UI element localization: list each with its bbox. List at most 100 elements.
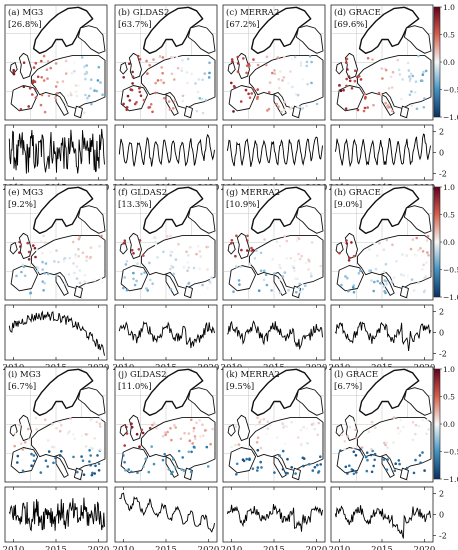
station-dot (297, 237, 301, 240)
station-dot (279, 278, 282, 281)
colorbar-tick-label: −0.5 (443, 86, 458, 95)
land-outline (183, 105, 193, 119)
land-outline (403, 205, 432, 234)
timeseries-frame (114, 486, 218, 543)
station-dot (376, 254, 379, 257)
land-outline (183, 285, 193, 299)
timeseries-frame (4, 304, 108, 361)
station-dot (310, 60, 313, 64)
station-dot (177, 449, 181, 453)
station-dot (300, 254, 304, 258)
variance-percent: [9.0%] (334, 200, 362, 210)
station-dot (384, 101, 388, 105)
station-dot (89, 463, 92, 467)
station-dot (402, 425, 405, 429)
station-dot (299, 64, 303, 67)
y-tick-label: 0 (439, 329, 444, 338)
station-dot (272, 272, 276, 275)
station-dot (133, 283, 137, 287)
station-dot (12, 70, 15, 74)
station-dot (382, 458, 386, 461)
station-dot (209, 282, 212, 285)
station-dot (294, 277, 297, 281)
station-dot (342, 88, 345, 92)
station-dot (283, 108, 286, 112)
station-dot (231, 60, 234, 63)
colorbar-tick-label: −1.0 (443, 293, 458, 302)
station-dot (182, 266, 186, 269)
station-dot (354, 428, 357, 432)
station-dot (422, 70, 425, 74)
station-dot (251, 248, 255, 252)
station-dot (290, 466, 294, 469)
station-dot (373, 241, 376, 245)
land-outline (227, 424, 236, 437)
station-dot (77, 248, 80, 251)
station-dot (391, 109, 394, 113)
station-dot (348, 256, 351, 260)
station-dot (421, 73, 425, 76)
station-dot (154, 243, 158, 246)
station-dot (98, 425, 102, 428)
station-dot (283, 235, 287, 238)
station-dot (264, 63, 268, 67)
station-dot (295, 239, 299, 242)
station-dot (211, 427, 214, 431)
station-dot (346, 68, 349, 71)
station-dot (319, 264, 323, 268)
station-dot (255, 441, 259, 444)
station-dot (304, 261, 308, 265)
station-dot (373, 458, 377, 462)
station-dot (123, 239, 127, 242)
station-dot (34, 61, 38, 65)
station-dot (54, 85, 58, 88)
station-dot (62, 260, 66, 263)
station-dot (125, 108, 129, 111)
station-dot (421, 451, 424, 454)
station-dot (402, 274, 406, 277)
station-dot (353, 79, 357, 83)
station-dot (347, 289, 350, 293)
station-dot (309, 272, 313, 275)
station-dot (58, 420, 62, 424)
station-dot (151, 282, 154, 286)
station-dot (27, 250, 31, 254)
station-dot (230, 445, 233, 449)
station-dot (161, 458, 165, 462)
station-dot (235, 462, 239, 466)
station-dot (152, 58, 155, 61)
station-dot (365, 451, 369, 455)
station-dot (60, 450, 63, 453)
station-dot (339, 449, 342, 453)
station-dot (195, 421, 198, 425)
station-dot (230, 58, 234, 61)
station-dot (51, 445, 54, 449)
station-dot (98, 422, 102, 426)
station-dot (81, 459, 85, 463)
station-dot (154, 236, 158, 240)
station-dot (46, 439, 50, 442)
station-dot (125, 425, 128, 429)
station-dot (245, 71, 248, 75)
station-dot (370, 470, 374, 474)
station-dot (267, 107, 271, 111)
station-dot (230, 241, 233, 245)
station-dot (278, 454, 281, 457)
station-dot (74, 90, 78, 93)
station-dot (155, 427, 158, 430)
station-dot (296, 277, 299, 281)
station-dot (77, 237, 81, 241)
y-tick-label: 2 (439, 127, 444, 136)
station-dot (392, 416, 396, 420)
land-outline (358, 368, 420, 416)
station-dot (411, 74, 415, 78)
station-dot (60, 423, 63, 427)
station-dot (270, 289, 273, 292)
station-dot (352, 472, 356, 476)
station-dot (301, 456, 305, 460)
station-dot (386, 458, 390, 461)
station-dot (66, 94, 70, 98)
station-dot (409, 247, 413, 251)
station-dot (84, 433, 88, 436)
